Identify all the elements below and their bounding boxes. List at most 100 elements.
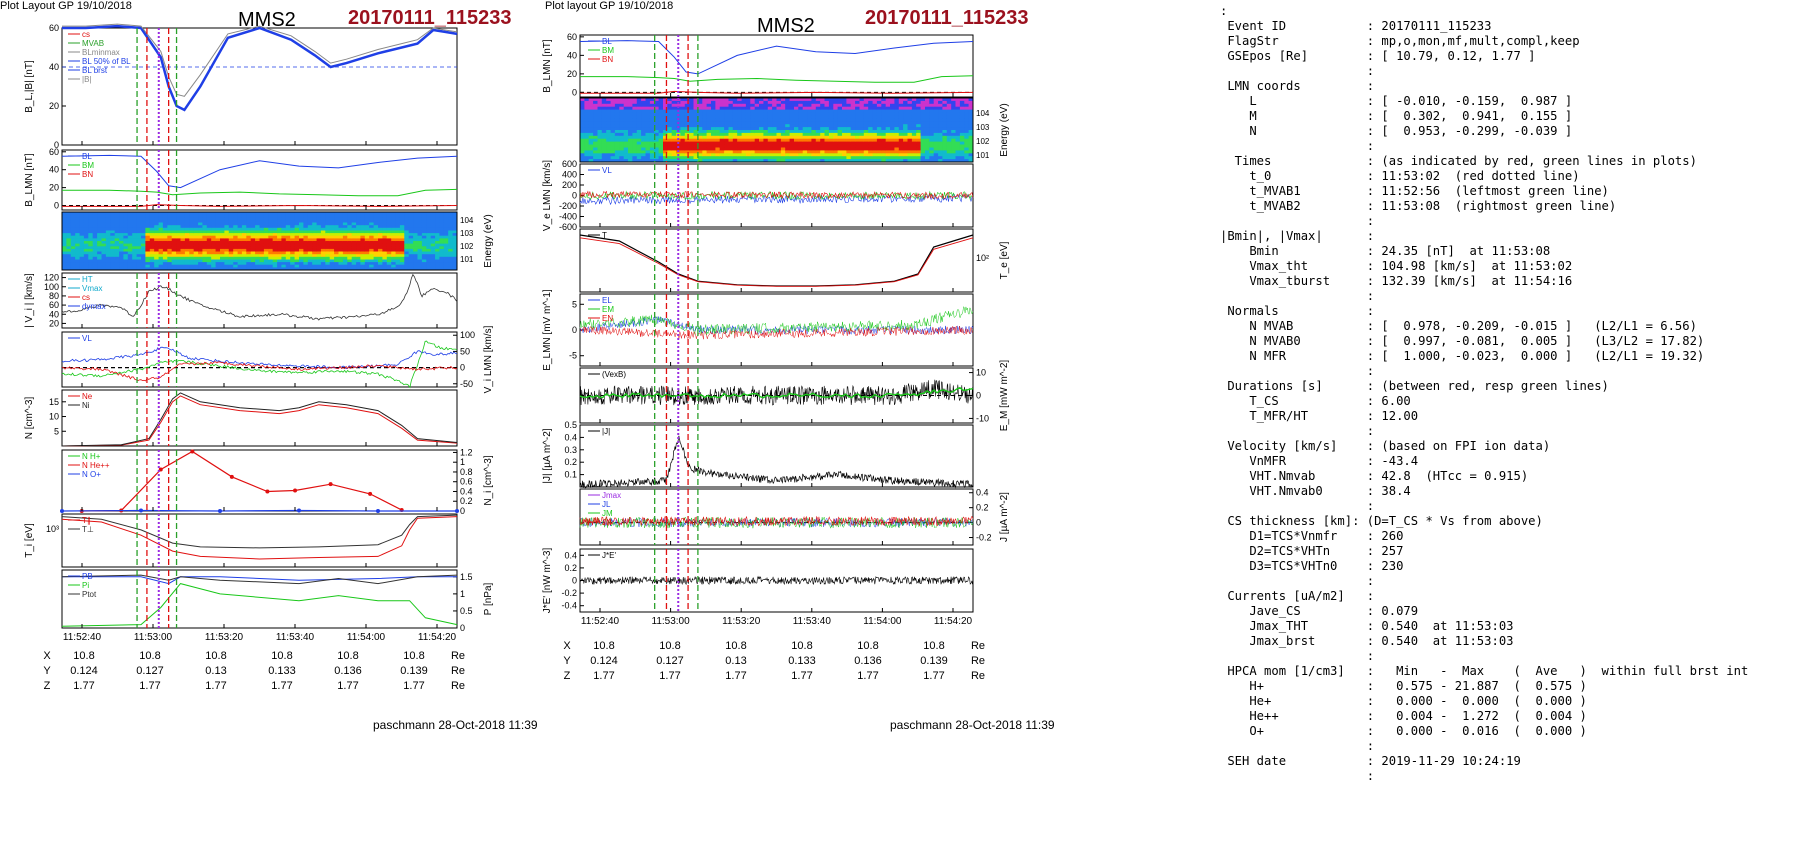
- heatmap-cell: [815, 147, 821, 151]
- heatmap-cell: [141, 212, 146, 216]
- heatmap-cell: [421, 256, 427, 260]
- heatmap-cell: [338, 217, 344, 221]
- heatmap-cell: [776, 153, 782, 157]
- heatmap-cell: [228, 222, 234, 226]
- heatmap-cell: [334, 222, 339, 226]
- heatmap-cell: [369, 225, 375, 229]
- heatmap-cell: [101, 264, 107, 268]
- heatmap-cell: [876, 135, 882, 140]
- heatmap-cell: [439, 225, 445, 229]
- coordinate-value: 0.136: [854, 655, 882, 667]
- heatmap-cell: [443, 243, 449, 247]
- heatmap-cell: [636, 147, 642, 151]
- heatmap-cell: [929, 138, 935, 143]
- heatmap-cell: [246, 264, 252, 268]
- heatmap-cell: [154, 214, 160, 218]
- heatmap-cell: [876, 144, 882, 148]
- heatmap-cell: [233, 227, 239, 231]
- heatmap-cell: [689, 115, 695, 119]
- heatmap-cell: [636, 118, 642, 122]
- heatmap-cell: [916, 132, 922, 137]
- heatmap-cell: [404, 235, 410, 239]
- heatmap-cell: [798, 153, 804, 157]
- heatmap-cell: [347, 219, 353, 223]
- heatmap-cell: [220, 233, 225, 237]
- heatmap-cell: [741, 138, 747, 143]
- heatmap-cell: [215, 238, 221, 242]
- info-line: N MFR : [ 1.000, -0.023, 0.000 ] (L2/L1 …: [1220, 349, 1705, 363]
- heatmap-cell: [83, 256, 89, 260]
- heatmap-cell: [338, 241, 344, 245]
- heatmap-cell: [964, 132, 970, 137]
- heatmap-cell: [925, 127, 930, 131]
- heatmap-cell: [413, 214, 418, 218]
- heatmap-cell: [149, 227, 155, 231]
- heatmap-cell: [750, 130, 756, 134]
- heatmap-cell: [794, 124, 799, 128]
- heatmap-cell: [250, 212, 256, 216]
- heatmap-cell: [946, 127, 952, 131]
- heatmap-cell: [338, 233, 344, 237]
- heatmap-cell: [676, 150, 681, 154]
- heatmap-cell: [241, 243, 247, 247]
- heatmap-cell: [907, 138, 913, 143]
- heatmap-cell: [750, 144, 756, 148]
- heatmap-cell: [916, 159, 922, 163]
- heatmap-cell: [386, 227, 392, 231]
- heatmap-cell: [728, 138, 734, 143]
- heatmap-cell: [697, 135, 703, 140]
- heatmap-cell: [263, 227, 269, 231]
- heatmap-cell: [413, 227, 418, 231]
- heatmap-cell: [885, 106, 891, 111]
- middle-footer-credit: paschmann 28-Oct-2018 11:39: [890, 718, 1055, 732]
- heatmap-cell: [667, 98, 673, 102]
- heatmap-cell: [820, 138, 826, 143]
- heatmap-cell: [789, 124, 795, 128]
- heatmap-cell: [395, 241, 401, 245]
- heatmap-cell: [907, 135, 913, 140]
- heatmap-cell: [968, 127, 974, 131]
- heatmap-cell: [645, 144, 651, 148]
- heatmap-cell: [606, 135, 612, 140]
- heatmap-cell: [154, 259, 160, 263]
- heatmap-cell: [83, 248, 89, 252]
- heatmap-cell: [193, 225, 199, 229]
- heatmap-cell: [246, 217, 252, 221]
- heatmap-cell: [338, 243, 344, 247]
- y-axis-label: J*E' [nW m^-3]: [542, 548, 553, 614]
- heatmap-cell: [959, 112, 965, 116]
- heatmap-cell: [968, 135, 974, 140]
- heatmap-cell: [890, 109, 895, 113]
- heatmap-cell: [697, 153, 703, 157]
- heatmap-cell: [780, 112, 786, 116]
- heatmap-cell: [881, 98, 887, 102]
- info-line: Bmin : 24.35 [nT] at 11:53:08: [1220, 244, 1551, 258]
- heatmap-cell: [171, 230, 177, 234]
- heatmap-cell: [881, 150, 887, 154]
- heatmap-cell: [421, 243, 427, 247]
- series-line: [61, 574, 458, 585]
- heatmap-cell: [842, 130, 847, 134]
- heatmap-cell: [66, 219, 72, 223]
- heatmap-cell: [754, 130, 760, 134]
- heatmap-cell: [942, 106, 948, 111]
- heatmap-cell: [942, 121, 948, 125]
- heatmap-cell: [105, 235, 111, 239]
- heatmap-cell: [663, 109, 668, 113]
- heatmap-cell: [149, 219, 155, 223]
- heatmap-cell: [807, 118, 812, 122]
- heatmap-cell: [404, 241, 410, 245]
- heatmap-cell: [391, 254, 397, 258]
- heatmap-cell: [62, 243, 67, 247]
- heatmap-cell: [435, 222, 440, 226]
- heatmap-cell: [601, 127, 607, 131]
- heatmap-cell: [632, 150, 638, 154]
- heatmap-cell: [141, 217, 146, 221]
- heatmap-cell: [448, 248, 454, 252]
- heatmap-cell: [584, 100, 590, 105]
- heatmap-cell: [75, 222, 81, 226]
- heatmap-cell: [588, 132, 594, 137]
- heatmap-cell: [105, 214, 111, 218]
- heatmap-cell: [737, 138, 743, 143]
- heatmap-cell: [62, 254, 67, 258]
